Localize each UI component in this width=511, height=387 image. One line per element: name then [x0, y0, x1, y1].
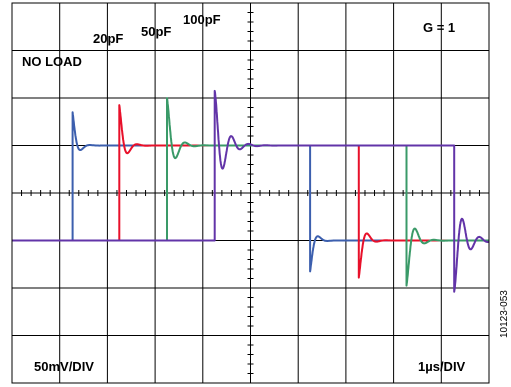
horizontal-scale-label: 1µs/DIV: [418, 359, 466, 374]
scope-traces: [12, 89, 490, 293]
figure-id-label: 10123-053: [499, 290, 510, 338]
series-label-100pf: 100pF: [183, 12, 221, 27]
scope-grid: [12, 3, 489, 383]
gain-label: G = 1: [423, 20, 455, 35]
vertical-scale-label: 50mV/DIV: [34, 359, 94, 374]
series-label-no-load: NO LOAD: [22, 54, 82, 69]
series-label-50pf: 50pF: [141, 24, 171, 39]
plot-frame: [11, 2, 490, 384]
trace-100pf: [12, 89, 490, 293]
series-label-20pf: 20pF: [93, 31, 123, 46]
